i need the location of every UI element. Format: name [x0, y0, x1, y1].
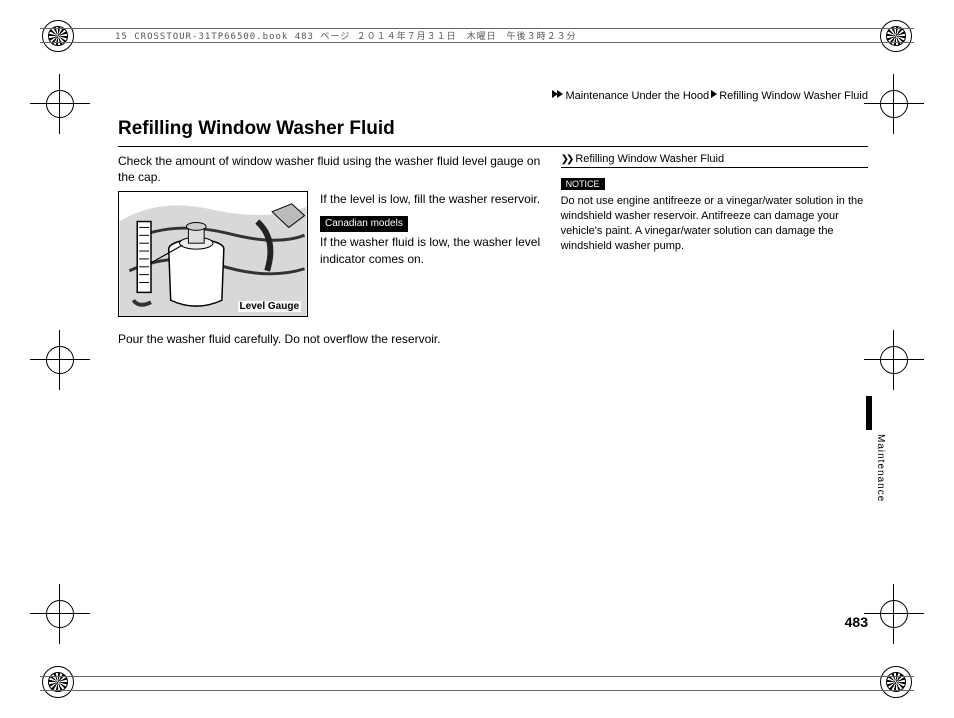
- sidebar-heading-text: Refilling Window Washer Fluid: [575, 153, 724, 165]
- chevron-icon: [711, 90, 717, 98]
- page-content: Refilling Window Washer Fluid Check the …: [118, 118, 868, 648]
- figure-side-text: If the level is low, fill the washer res…: [320, 191, 543, 317]
- body-text: Pour the washer fluid carefully. Do not …: [118, 331, 543, 348]
- crop-mark-left-mid: [30, 330, 90, 390]
- side-column: ❯❯Refilling Window Washer Fluid NOTICE D…: [561, 153, 868, 348]
- crop-mark-right-upper: [864, 74, 924, 134]
- section-thumb-tab: [866, 396, 872, 430]
- washer-reservoir-figure: Level Gauge: [118, 191, 308, 317]
- section-edge-label: Maintenance: [875, 434, 886, 502]
- sidebar-heading: ❯❯Refilling Window Washer Fluid: [561, 153, 868, 168]
- header-filename: 15 CROSSTOUR-31TP66500.book 483 ページ ２０１４…: [115, 29, 577, 42]
- main-column: Check the amount of window washer fluid …: [118, 153, 543, 348]
- body-text: If the level is low, fill the washer res…: [320, 191, 543, 208]
- breadcrumb-seg: Refilling Window Washer Fluid: [719, 90, 868, 102]
- model-tag: Canadian models: [320, 216, 408, 232]
- crop-mark-right-mid: [864, 330, 924, 390]
- chevron-icon: [557, 90, 563, 98]
- body-text: If the washer fluid is low, the washer l…: [320, 234, 543, 268]
- breadcrumb: Maintenance Under the Hood Refilling Win…: [552, 90, 868, 102]
- page-title: Refilling Window Washer Fluid: [118, 118, 868, 147]
- notice-body: Do not use engine antifreeze or a vinega…: [561, 194, 868, 253]
- intro-text: Check the amount of window washer fluid …: [118, 153, 543, 185]
- crop-mark-right-lower: [864, 584, 924, 644]
- crop-mark-left-upper: [30, 74, 90, 134]
- double-chevron-icon: ❯❯: [561, 154, 572, 165]
- breadcrumb-seg: Maintenance Under the Hood: [565, 90, 709, 102]
- crop-mark-left-lower: [30, 584, 90, 644]
- footer-rule: [40, 676, 914, 690]
- page-number: 483: [845, 614, 868, 630]
- figure-label: Level Gauge: [238, 301, 301, 312]
- notice-label: NOTICE: [561, 178, 605, 190]
